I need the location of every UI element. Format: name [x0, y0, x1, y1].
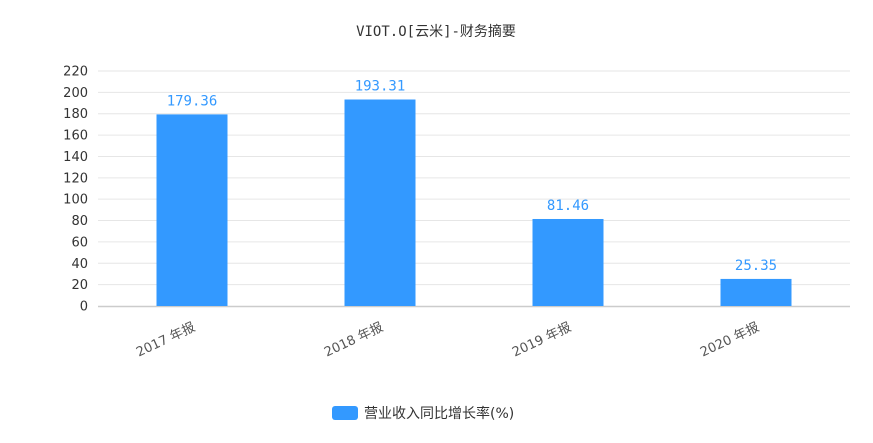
y-tick-label: 180 — [63, 107, 88, 122]
data-label: 25.35 — [735, 258, 777, 274]
x-tick-label: 2017 年报 — [134, 320, 198, 360]
x-tick-label: 2020 年报 — [698, 320, 762, 360]
legend-label[interactable]: 营业收入同比增长率(%) — [364, 405, 514, 422]
legend-swatch[interactable] — [332, 406, 358, 420]
y-tick-label: 20 — [71, 278, 88, 293]
data-labels: 179.36 193.31 81.46 25.35 — [167, 79, 777, 274]
bar[interactable] — [156, 114, 228, 306]
y-tick-label: 40 — [71, 257, 88, 272]
bar[interactable] — [720, 278, 792, 306]
bars — [156, 99, 792, 307]
x-tick-label: 2019 年报 — [510, 320, 574, 360]
y-tick-label: 0 — [80, 300, 88, 315]
x-axis: 2017 年报 2018 年报 2019 年报 2020 年报 — [134, 320, 762, 360]
legend[interactable]: 营业收入同比增长率(%) — [332, 405, 514, 422]
data-label: 193.31 — [355, 79, 406, 95]
y-tick-label: 140 — [63, 150, 88, 165]
y-tick-label: 220 — [63, 65, 88, 80]
y-tick-label: 80 — [71, 214, 88, 229]
bar[interactable] — [344, 99, 416, 307]
y-tick-label: 160 — [63, 129, 88, 144]
y-tick-label: 120 — [63, 171, 88, 186]
y-tick-label: 100 — [63, 193, 88, 208]
data-label: 81.46 — [547, 198, 589, 214]
y-axis: 0 20 40 60 80 100 120 140 160 180 200 220 — [63, 65, 850, 315]
x-tick-label: 2018 年报 — [322, 320, 386, 360]
y-tick-label: 60 — [71, 235, 88, 250]
y-tick-label: 200 — [63, 86, 88, 101]
data-label: 179.36 — [167, 93, 218, 109]
chart-title: VIOT.O[云米]-财务摘要 — [356, 23, 516, 40]
bar[interactable] — [532, 218, 604, 306]
